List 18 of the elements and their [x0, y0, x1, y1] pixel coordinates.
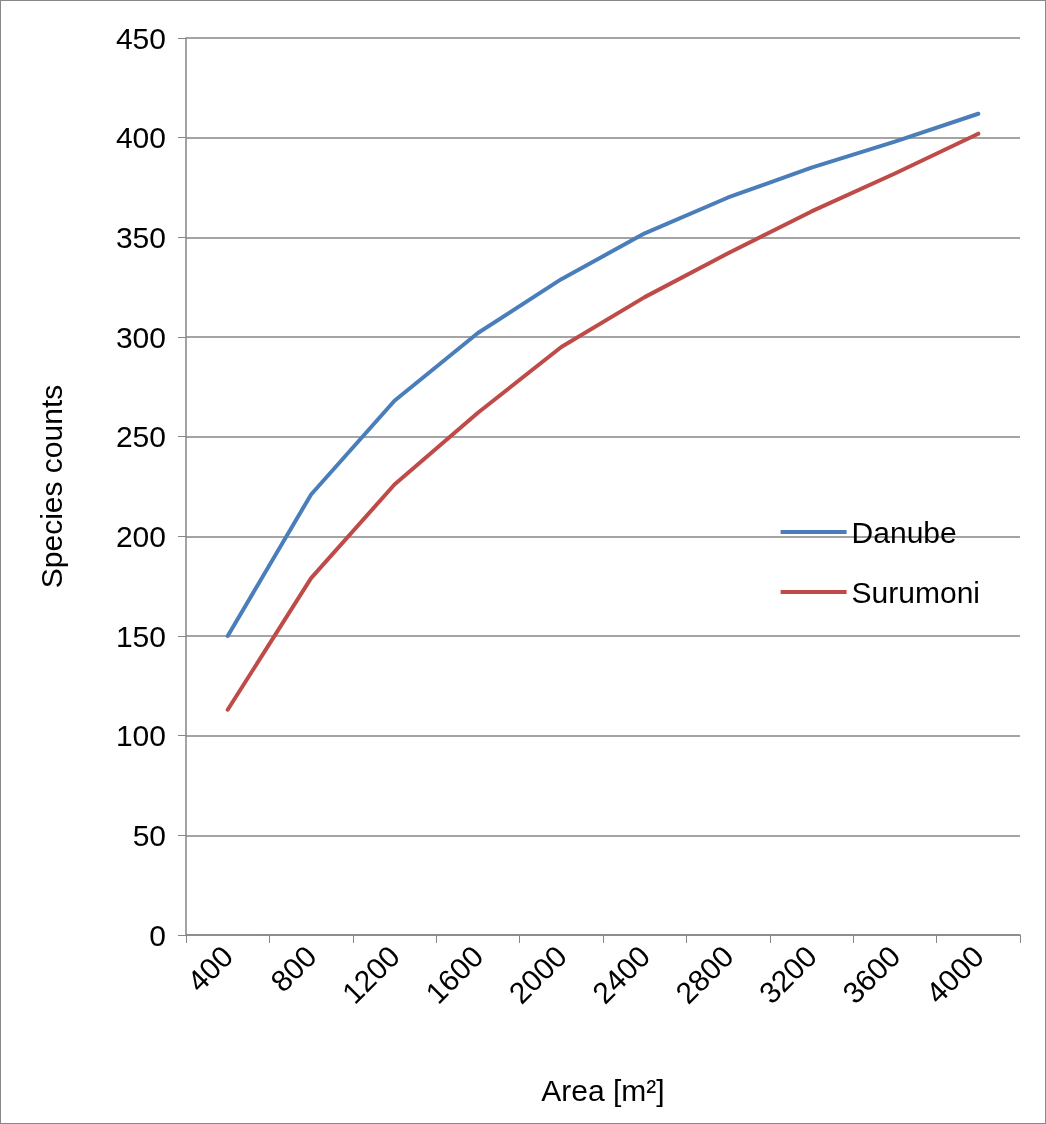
line-series [225, 111, 981, 638]
x-tick-label: 800 [264, 939, 323, 999]
line-series [225, 131, 981, 712]
x-axis-title: Area [m²] [541, 1073, 665, 1107]
y-tick-label: 150 [115, 619, 166, 653]
legend-label: Danube [851, 515, 957, 549]
y-tick-label: 200 [115, 519, 166, 553]
y-tick-label: 300 [115, 320, 166, 354]
y-tick-label: 450 [115, 21, 166, 55]
y-tick-label: 100 [115, 719, 166, 753]
y-tick-label: 50 [132, 818, 166, 852]
legend-label: Surumoni [851, 575, 981, 609]
y-tick-label: 400 [115, 121, 166, 155]
y-tick-label: 350 [115, 220, 166, 254]
y-tick-label: 0 [149, 918, 166, 952]
x-tick-label: 400 [180, 939, 240, 999]
y-axis-title: Species counts [34, 384, 68, 589]
y-tick-label: 250 [115, 420, 166, 454]
